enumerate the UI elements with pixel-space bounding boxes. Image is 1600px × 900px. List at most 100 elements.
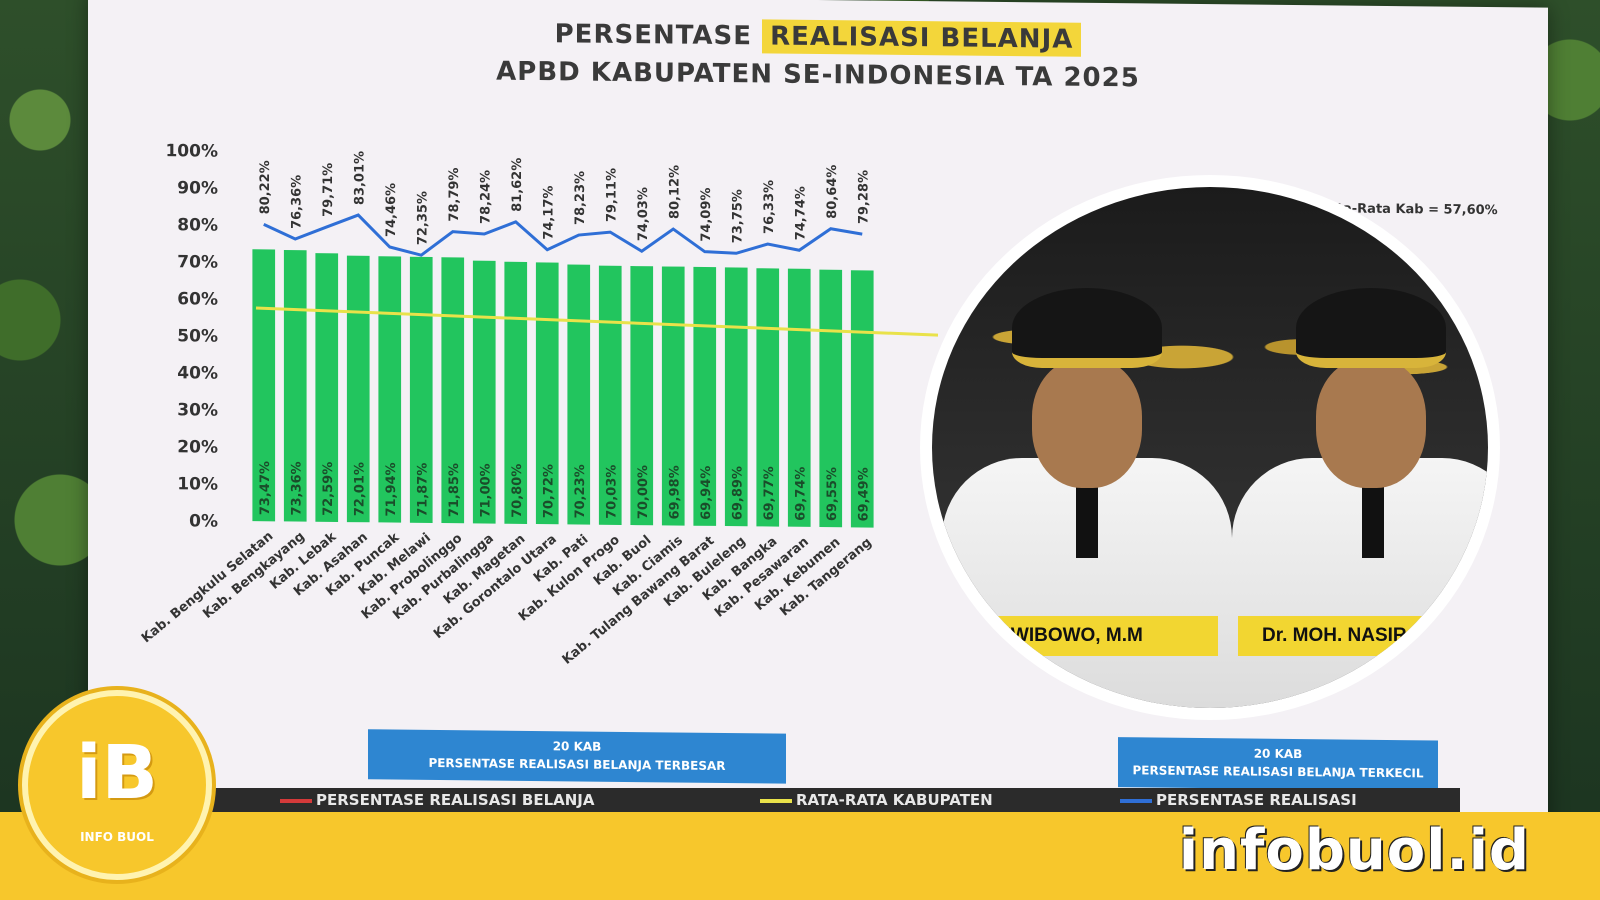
logo-mark: iB [76, 730, 158, 816]
bar [409, 256, 433, 523]
tie-right [1362, 468, 1384, 558]
legend-box-bottom20: 20 KAB PERSENTASE REALISASI BELANJA TERK… [1118, 737, 1438, 791]
bar-data-label: 69,98% [667, 465, 682, 519]
bar-data-label: 71,00% [478, 463, 493, 517]
legend-label-belanja: PERSENTASE REALISASI BELANJA [316, 791, 595, 809]
bar [850, 270, 874, 528]
bar-data-label: 70,80% [510, 464, 525, 518]
bar-data-label: 70,03% [604, 465, 619, 519]
bar [378, 256, 402, 523]
face-left [1032, 358, 1142, 488]
inset-photo-inner: RI TRIWIBOWO, M.M Dr. MOH. NASIR D [932, 187, 1488, 708]
pendapatan-data-label: 74,74% [793, 186, 808, 240]
bar-data-label: 73,47% [258, 461, 273, 515]
bar [819, 269, 843, 528]
y-tick-label: 0% [189, 511, 218, 531]
pendapatan-data-label: 78,23% [573, 171, 588, 225]
nameplate-left: RI TRIWIBOWO, M.M [932, 616, 1218, 656]
legend-item-belanja: PERSENTASE REALISASI BELANJA [280, 791, 595, 809]
bar [787, 268, 811, 527]
legend-swatch-belanja [280, 798, 312, 803]
inset-photo: RI TRIWIBOWO, M.M Dr. MOH. NASIR D [920, 175, 1500, 720]
face-right [1316, 358, 1426, 488]
legend-item-rata: RATA-RATA KABUPATEN [760, 791, 993, 809]
bar-chart: 100% 90% 80% 70% 60% 50% 40% 30% 20% 10% 0% 73,47% 7… [139, 141, 939, 668]
pendapatan-data-label: 80,22% [258, 160, 273, 214]
person-right [1232, 248, 1488, 708]
bar-data-label: 70,23% [573, 464, 588, 518]
bar-data-label: 69,77% [762, 466, 777, 520]
person-left [942, 248, 1232, 708]
legend-strip: PERSENTASE REALISASI BELANJA RATA-RATA K… [200, 788, 1460, 827]
infobuol-logo: iB INFO BUOL [22, 690, 212, 880]
bar-data-label: 72,59% [321, 462, 336, 516]
pendapatan-data-label: 74,17% [541, 186, 556, 240]
bar [630, 266, 654, 526]
bar [756, 268, 780, 527]
bar-data-label: 69,74% [793, 467, 808, 521]
bar [598, 265, 622, 525]
bar [693, 266, 717, 526]
cap-right [1296, 288, 1446, 368]
legend-box-top20-line2: PERSENTASE REALISASI BELANJA TERBESAR [428, 755, 726, 774]
pendapatan-data-label: 79,11% [604, 168, 619, 222]
pendapatan-data-label: 80,64% [825, 165, 840, 219]
site-name: infobuol.id [1178, 818, 1530, 883]
y-tick-label: 40% [177, 363, 218, 383]
y-tick-label: 20% [177, 437, 218, 457]
pendapatan-data-label: 74,46% [384, 183, 399, 237]
logo-subtitle: INFO BUOL [80, 830, 154, 844]
bar-data-label: 69,94% [699, 466, 714, 520]
bar-data-label: 72,01% [352, 462, 367, 516]
bar-data-label: 69,49% [856, 467, 871, 521]
y-tick-label: 70% [177, 252, 218, 272]
pendapatan-data-label: 73,75% [730, 189, 745, 243]
bar [441, 257, 465, 524]
pendapatan-data-label: 76,33% [762, 180, 777, 234]
average-line [255, 306, 939, 337]
y-tick-label: 80% [177, 215, 218, 235]
pendapatan-data-label: 79,28% [856, 170, 871, 224]
legend-box-top20: 20 KAB PERSENTASE REALISASI BELANJA TERB… [368, 729, 786, 784]
bar-data-label: 71,87% [415, 463, 430, 517]
bar-data-label: 71,94% [384, 462, 399, 516]
bar [252, 249, 276, 522]
category-label: Kab. Bengkulu Selatan [139, 529, 276, 646]
y-tick-label: 90% [177, 178, 218, 198]
bar-data-label: 69,55% [825, 467, 840, 521]
pendapatan-data-label: 78,24% [478, 170, 493, 224]
y-tick-label: 60% [177, 289, 218, 309]
pendapatan-line [263, 213, 863, 257]
bar [661, 266, 685, 526]
y-tick-label: 30% [177, 400, 218, 420]
pendapatan-data-label: 81,62% [510, 158, 525, 212]
y-tick-label: 50% [177, 326, 218, 346]
tie-left [1076, 468, 1098, 558]
bar-data-label: 71,85% [447, 463, 462, 517]
legend-swatch-pendapatan [1120, 798, 1152, 803]
pendapatan-data-label: 80,12% [667, 165, 682, 219]
bar [504, 261, 528, 524]
y-tick-label: 100% [165, 141, 218, 162]
bar-data-label: 73,36% [289, 461, 304, 515]
cap-left [1012, 288, 1162, 368]
bar [315, 253, 339, 522]
nameplate-right: Dr. MOH. NASIR D [1238, 616, 1488, 656]
bar-data-label: 70,00% [636, 465, 651, 519]
pendapatan-data-label: 83,01% [352, 151, 367, 205]
legend-label-rata: RATA-RATA KABUPATEN [796, 791, 993, 809]
bar [283, 249, 307, 522]
bar [346, 255, 370, 523]
brand-bar [0, 812, 1600, 900]
pendapatan-data-label: 79,71% [321, 163, 336, 217]
legend-swatch-rata [760, 798, 792, 803]
bar-data-label: 70,72% [541, 464, 556, 518]
bar [724, 267, 748, 527]
pendapatan-data-label: 78,79% [447, 167, 462, 221]
pendapatan-data-label: 74,03% [636, 187, 651, 241]
coat-right [1232, 458, 1488, 708]
presentation-screen: PERSENTASE REALISASI BELANJA APBD KABUPA… [88, 0, 1548, 846]
bar [535, 262, 559, 525]
pendapatan-data-label: 74,09% [699, 187, 714, 241]
pendapatan-data-label: 76,36% [289, 175, 304, 229]
